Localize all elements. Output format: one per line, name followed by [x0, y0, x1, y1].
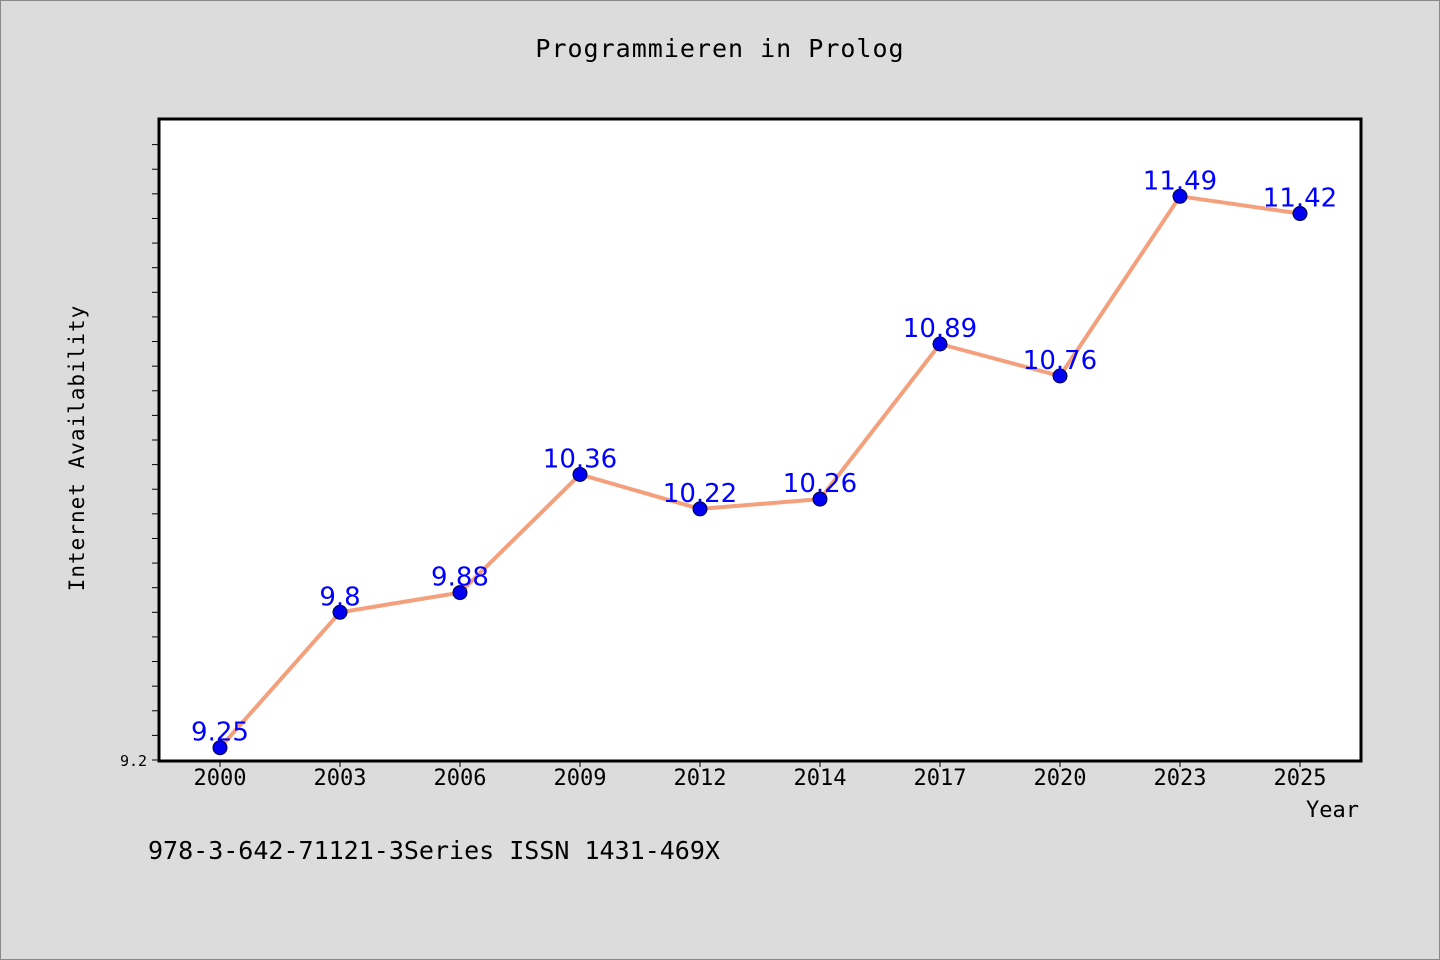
x-tick-label: 2000 — [194, 766, 247, 791]
series-layer: 9.25 9.8 9.88 10.36 10.22 10.26 10.89 10.76 11.4… — [191, 166, 1337, 756]
data-label: 9.8 — [319, 582, 360, 612]
series-line-segment — [698, 497, 822, 511]
data-point — [1052, 368, 1068, 384]
x-axis-label: Year — [1306, 798, 1359, 823]
data-point — [212, 740, 228, 756]
series-line-segment — [338, 590, 462, 615]
data-label: 10.22 — [663, 479, 737, 509]
x-tick-label: 2025 — [1274, 766, 1327, 791]
series-line-segment — [1178, 194, 1302, 216]
data-point — [1292, 206, 1308, 222]
x-axis-ticks: 2000 2003 2006 2009 2012 2014 2017 2020 2023 2025 — [194, 760, 1327, 791]
series-line-segment — [938, 342, 1062, 378]
data-point — [332, 604, 348, 620]
data-label: 11.49 — [1143, 166, 1217, 196]
data-label: 10.26 — [783, 469, 857, 499]
x-tick-label: 2023 — [1154, 766, 1207, 791]
data-label: 11.42 — [1263, 184, 1337, 214]
data-point — [1172, 188, 1188, 204]
data-label: 10.36 — [543, 444, 617, 474]
x-tick-label: 2020 — [1034, 766, 1087, 791]
data-point — [692, 501, 708, 517]
data-label: 10.89 — [903, 314, 977, 344]
series-line-segment — [578, 472, 702, 511]
y-axis-label: Internet Availability — [65, 305, 89, 592]
x-tick-label: 2009 — [554, 766, 607, 791]
x-tick-label: 2003 — [314, 766, 367, 791]
data-point — [812, 491, 828, 507]
data-label: 10.76 — [1023, 346, 1097, 376]
chart-title: Programmieren in Prolog — [535, 34, 905, 63]
data-label: 9.88 — [431, 563, 489, 593]
footer-note: 978-3-642-71121-3Series ISSN 1431-469X — [148, 836, 720, 865]
data-point — [452, 585, 468, 601]
plot-area — [157, 117, 1363, 763]
x-tick-label: 2014 — [794, 766, 847, 791]
y-tick-label-min: 9.2 — [120, 752, 147, 770]
series-line-segment — [1058, 194, 1182, 378]
series-line-segment — [218, 610, 342, 750]
x-tick-label: 2017 — [914, 766, 967, 791]
series-line-segment — [818, 342, 942, 502]
series-line-segment — [458, 472, 582, 595]
y-axis-ticks — [152, 144, 160, 761]
x-tick-label: 2012 — [674, 766, 727, 791]
data-label: 9.25 — [191, 718, 249, 748]
x-tick-label: 2006 — [434, 766, 487, 791]
data-point — [932, 336, 948, 352]
data-point — [572, 466, 588, 482]
